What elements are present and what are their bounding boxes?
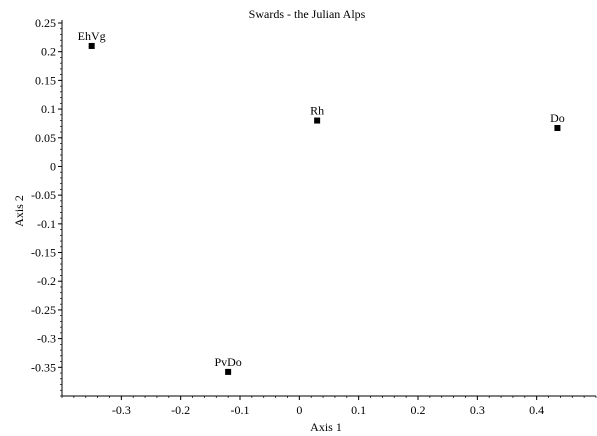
x-tick-label: -0.2	[171, 403, 190, 417]
y-tick-label: -0.15	[31, 246, 56, 260]
data-point-marker	[554, 125, 561, 132]
data-point-marker	[88, 42, 95, 49]
y-tick-label: -0.05	[31, 188, 56, 202]
y-tick-label: 0.15	[35, 73, 56, 87]
data-point-marker	[314, 117, 321, 124]
data-point-label: PvDo	[214, 355, 241, 369]
y-tick-label: -0.2	[37, 274, 56, 288]
y-tick-label: -0.1	[37, 217, 56, 231]
y-tick-label: 0.05	[35, 131, 56, 145]
data-point-label: EhVg	[78, 29, 106, 43]
data-point-label: Do	[550, 111, 565, 125]
x-tick-label: 0	[296, 403, 302, 417]
x-tick-label: 0.2	[411, 403, 426, 417]
y-axis: 0.25 0.2 0.15 0.1 0.05 0 -0.05 -0.1 -0.15 -0.2 -0.…	[31, 16, 62, 397]
chart-title: Swards - the Julian Alps	[249, 7, 366, 21]
y-tick-label: 0.1	[41, 102, 56, 116]
y-tick-label: 0	[50, 159, 56, 173]
y-tick-label: 0.25	[35, 16, 56, 30]
plot-area	[61, 20, 596, 397]
data-points: EhVg Rh Do PvDo	[78, 29, 565, 375]
x-tick-label: -0.1	[231, 403, 250, 417]
y-tick-label: 0.2	[41, 45, 56, 59]
x-tick-label: -0.3	[112, 403, 131, 417]
x-tick-label: 0.4	[529, 403, 544, 417]
data-point-label: Rh	[310, 104, 324, 118]
x-tick-label: 0.3	[470, 403, 485, 417]
data-point-marker	[225, 368, 232, 375]
x-axis-title: Axis 1	[310, 420, 342, 434]
x-tick-label: 0.1	[351, 403, 366, 417]
x-axis: -0.3 -0.2 -0.1 0 0.1 0.2 0.3 0.4	[61, 396, 597, 417]
y-axis-title: Axis 2	[12, 195, 26, 227]
y-tick-label: -0.35	[31, 360, 56, 374]
y-tick-label: -0.3	[37, 332, 56, 346]
y-tick-label: -0.25	[31, 303, 56, 317]
